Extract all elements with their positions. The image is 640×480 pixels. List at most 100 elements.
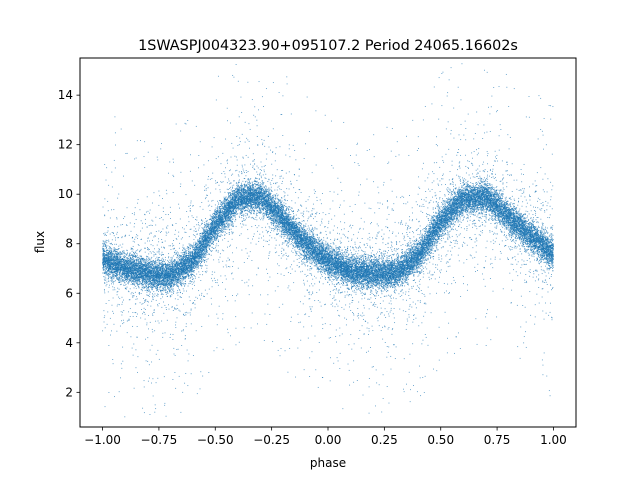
data-point bbox=[442, 160, 443, 161]
data-point bbox=[471, 210, 472, 211]
data-point bbox=[288, 206, 289, 207]
data-point bbox=[335, 306, 336, 307]
data-point bbox=[224, 192, 225, 193]
data-point bbox=[496, 180, 497, 181]
data-point bbox=[448, 234, 449, 235]
data-point bbox=[490, 215, 491, 216]
data-point bbox=[357, 286, 358, 287]
data-point bbox=[198, 230, 199, 231]
data-point bbox=[476, 149, 477, 150]
data-point bbox=[108, 291, 109, 292]
data-point bbox=[457, 241, 458, 242]
data-point bbox=[355, 253, 356, 254]
data-point bbox=[461, 227, 462, 228]
data-point bbox=[523, 219, 524, 220]
data-point bbox=[282, 248, 283, 249]
data-point bbox=[532, 214, 533, 215]
data-point bbox=[491, 189, 492, 190]
data-point bbox=[265, 186, 266, 187]
data-point bbox=[307, 254, 308, 255]
data-point bbox=[337, 227, 338, 228]
data-point bbox=[410, 240, 411, 241]
data-point bbox=[508, 207, 509, 208]
data-point bbox=[433, 221, 434, 222]
data-point bbox=[553, 239, 554, 240]
data-point bbox=[524, 264, 525, 265]
data-point bbox=[446, 154, 447, 155]
data-point bbox=[182, 252, 183, 253]
data-point bbox=[541, 208, 542, 209]
data-point bbox=[303, 214, 304, 215]
data-point bbox=[314, 227, 315, 228]
data-point bbox=[450, 202, 451, 203]
data-point bbox=[408, 314, 409, 315]
data-point bbox=[272, 200, 273, 201]
data-point bbox=[237, 165, 238, 166]
data-point bbox=[114, 226, 115, 227]
data-point bbox=[523, 192, 524, 193]
data-point bbox=[474, 215, 475, 216]
data-point bbox=[382, 312, 383, 313]
data-point bbox=[550, 303, 551, 304]
data-point bbox=[542, 281, 543, 282]
data-point bbox=[239, 216, 240, 217]
data-point bbox=[236, 157, 237, 158]
data-point bbox=[292, 217, 293, 218]
data-point bbox=[358, 232, 359, 233]
data-point bbox=[444, 292, 445, 293]
data-point bbox=[157, 157, 158, 158]
data-point bbox=[161, 255, 162, 256]
data-point bbox=[464, 243, 465, 244]
data-point bbox=[145, 309, 146, 310]
data-point bbox=[189, 243, 190, 244]
data-point bbox=[261, 176, 262, 177]
data-point bbox=[157, 294, 158, 295]
data-point bbox=[452, 201, 453, 202]
data-point bbox=[365, 282, 366, 283]
data-point bbox=[460, 221, 461, 222]
data-point bbox=[152, 240, 153, 241]
data-point bbox=[430, 255, 431, 256]
data-point bbox=[158, 191, 159, 192]
data-point bbox=[534, 256, 535, 257]
data-point bbox=[526, 206, 527, 207]
data-point bbox=[156, 262, 157, 263]
data-point bbox=[314, 276, 315, 277]
data-point bbox=[443, 200, 444, 201]
data-point bbox=[521, 196, 522, 197]
data-point bbox=[176, 349, 177, 350]
data-point bbox=[136, 250, 137, 251]
data-point bbox=[420, 279, 421, 280]
data-point bbox=[133, 241, 134, 242]
data-point bbox=[521, 214, 522, 215]
data-point bbox=[320, 248, 321, 249]
data-point bbox=[288, 245, 289, 246]
data-point bbox=[260, 213, 261, 214]
data-point bbox=[341, 255, 342, 256]
data-point bbox=[300, 205, 301, 206]
data-point bbox=[406, 300, 407, 301]
data-point bbox=[489, 215, 490, 216]
data-point bbox=[309, 285, 310, 286]
data-point bbox=[538, 261, 539, 262]
data-point bbox=[336, 274, 337, 275]
data-point bbox=[475, 271, 476, 272]
data-point bbox=[134, 285, 135, 286]
data-point bbox=[436, 198, 437, 199]
data-point bbox=[275, 252, 276, 253]
data-point bbox=[182, 237, 183, 238]
data-point bbox=[357, 253, 358, 254]
data-point bbox=[512, 247, 513, 248]
data-point bbox=[160, 298, 161, 299]
data-point bbox=[416, 230, 417, 231]
data-point bbox=[522, 201, 523, 202]
data-point bbox=[427, 207, 428, 208]
data-point bbox=[182, 279, 183, 280]
data-point bbox=[543, 189, 544, 190]
data-point bbox=[112, 305, 113, 306]
data-point bbox=[330, 380, 331, 381]
data-point bbox=[426, 213, 427, 214]
data-point bbox=[411, 286, 412, 287]
data-point bbox=[376, 253, 377, 254]
data-point bbox=[281, 176, 282, 177]
